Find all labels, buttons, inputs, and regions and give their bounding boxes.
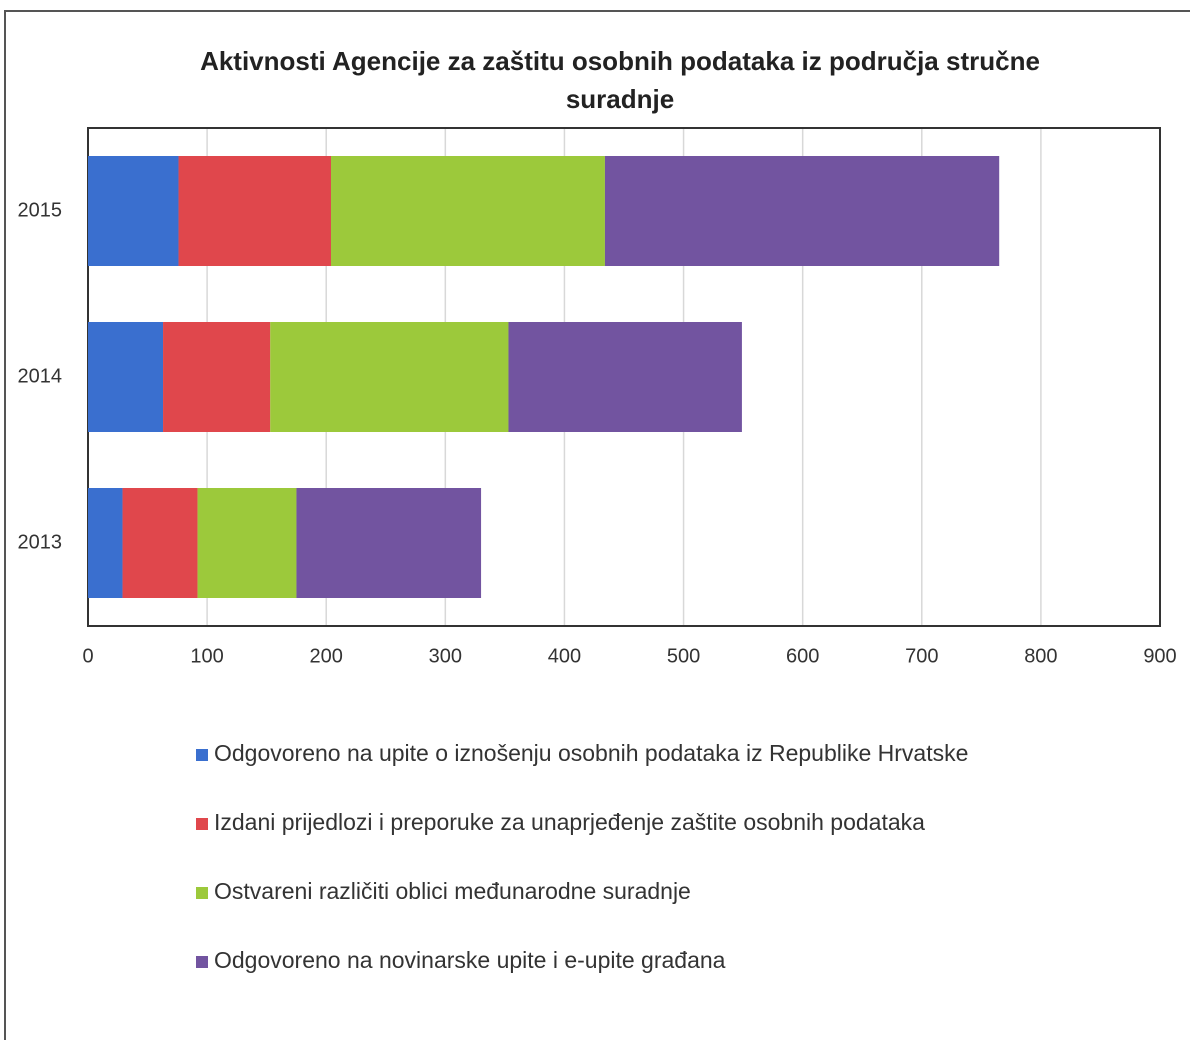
bar-segment	[88, 156, 179, 266]
chart-frame	[4, 10, 1190, 1040]
bar-segment	[122, 488, 198, 598]
x-tick-label: 700	[905, 645, 938, 667]
bar-segment	[88, 322, 164, 432]
x-tick-label: 900	[1143, 645, 1176, 667]
x-tick-label: 400	[548, 645, 581, 667]
bar-segment	[163, 322, 271, 432]
legend-label: Izdani prijedlozi i preporuke za unaprje…	[214, 809, 925, 835]
x-tick-label: 600	[786, 645, 819, 667]
bar-segment	[330, 156, 605, 266]
legend-swatch	[196, 818, 208, 830]
bar-segment	[270, 322, 509, 432]
legend-swatch	[196, 887, 208, 899]
bar-segment	[296, 488, 482, 598]
bar-segment	[604, 156, 1000, 266]
bar-segment	[197, 488, 297, 598]
bar-segment	[508, 322, 742, 432]
x-tick-label: 0	[82, 645, 93, 667]
x-tick-label: 300	[429, 645, 462, 667]
legend-swatch	[196, 956, 208, 968]
x-tick-label: 800	[1024, 645, 1057, 667]
legend-label: Odgovoreno na upite o iznošenju osobnih …	[214, 740, 968, 766]
legend-swatch	[196, 749, 208, 761]
x-tick-label: 100	[190, 645, 223, 667]
y-tick-label: 2013	[18, 531, 63, 553]
x-tick-label: 500	[667, 645, 700, 667]
y-tick-label: 2015	[18, 199, 63, 221]
y-tick-label: 2014	[18, 365, 63, 387]
bar-segment	[88, 488, 123, 598]
x-tick-label: 200	[310, 645, 343, 667]
bar-segment	[178, 156, 331, 266]
chart-title: Aktivnosti Agencije za zaštitu osobnih p…	[200, 46, 1040, 114]
legend-label: Odgovoreno na novinarske upite i e-upite…	[214, 947, 726, 973]
legend-label: Ostvareni različiti oblici međunarodne s…	[214, 878, 691, 904]
